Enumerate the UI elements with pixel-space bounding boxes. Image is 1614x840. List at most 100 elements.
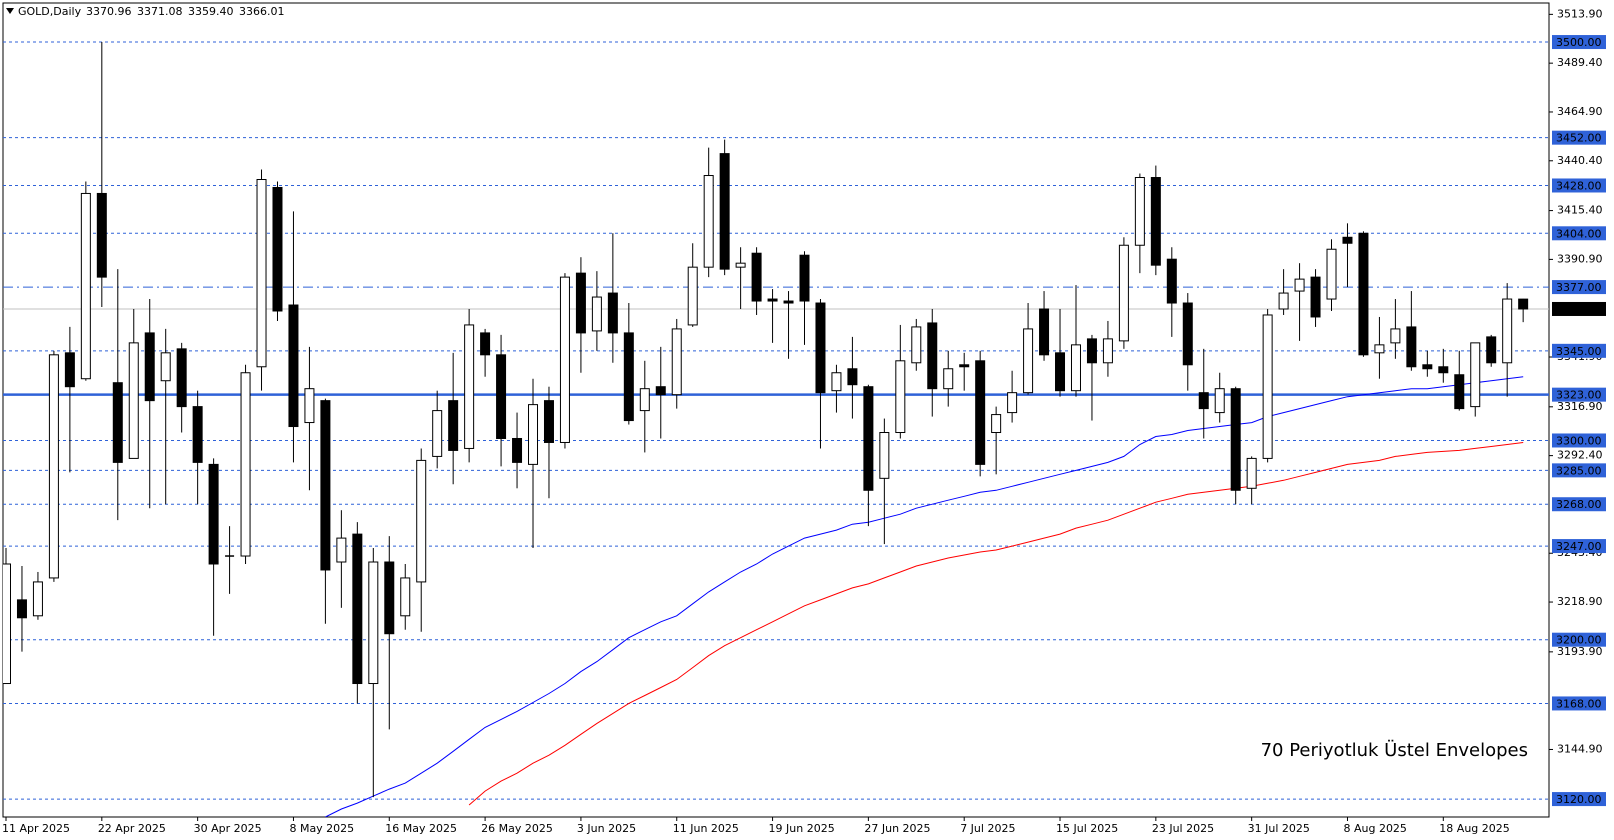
candle-body (1166, 258, 1177, 304)
x-tick-label: 16 May 2025 (385, 822, 457, 835)
candle-body (1150, 177, 1161, 266)
level-label: 3300.00 (1556, 434, 1602, 447)
candle-body (1039, 308, 1050, 356)
candle-body (1262, 314, 1273, 459)
candle-body (144, 332, 155, 402)
candle-body (160, 352, 171, 382)
candle-body (1374, 344, 1385, 354)
candle-body (1502, 298, 1513, 364)
x-tick-label: 8 Aug 2025 (1343, 822, 1406, 835)
candle-body (1118, 244, 1129, 342)
candle-body (320, 400, 331, 571)
candle-body (16, 599, 27, 619)
level-label-box (1552, 792, 1606, 807)
candle-body (815, 302, 826, 394)
candle-body (783, 300, 794, 304)
candle-body (847, 368, 858, 386)
candle-body (1230, 388, 1241, 491)
candle-body (1055, 352, 1066, 392)
candle-body (352, 533, 363, 685)
candle-body (1102, 338, 1113, 364)
level-label: 3452.00 (1556, 132, 1602, 145)
x-tick-label: 3 Jun 2025 (577, 822, 636, 835)
x-tick-label: 11 Apr 2025 (2, 822, 70, 835)
candle-body (528, 404, 539, 465)
candle-body (176, 348, 187, 408)
level-label-box (1552, 433, 1606, 448)
x-tick-label: 30 Apr 2025 (194, 822, 262, 835)
candle-body (671, 328, 682, 396)
candle-body (911, 326, 922, 364)
candle-body (1310, 276, 1321, 318)
candle-body (32, 581, 43, 617)
level-label: 3200.00 (1556, 634, 1602, 647)
level-label: 3120.00 (1556, 793, 1602, 806)
candle-body (464, 324, 475, 449)
candle-body (639, 388, 650, 412)
candle-body (304, 388, 315, 424)
candle-body (1422, 364, 1433, 370)
envelope-line (325, 376, 1524, 817)
candle-body (512, 437, 523, 463)
level-label: 3428.00 (1556, 179, 1602, 192)
candle-body (448, 400, 459, 451)
candle-body (575, 272, 586, 334)
candle-body (3, 563, 11, 685)
level-label-box (1552, 226, 1606, 241)
level-label-box (1552, 387, 1606, 402)
level-label-box (1552, 632, 1606, 647)
y-tick-label: 3440.40 (1557, 154, 1603, 167)
candle-body (1518, 298, 1529, 310)
candle-body (240, 372, 251, 557)
x-tick-label: 31 Jul 2025 (1248, 822, 1310, 835)
y-tick-label: 3390.90 (1557, 252, 1603, 265)
candle-body (496, 354, 507, 439)
candle-body (1486, 336, 1497, 364)
candle-body (1023, 328, 1034, 394)
x-tick-label: 8 May 2025 (289, 822, 354, 835)
y-tick-label: 3316.90 (1557, 400, 1603, 413)
level-label: 3168.00 (1556, 697, 1602, 710)
x-tick-label: 22 Apr 2025 (98, 822, 166, 835)
candle-body (112, 382, 123, 463)
level-label: 3268.00 (1556, 498, 1602, 511)
candle-body (1390, 328, 1401, 344)
candle-body (208, 463, 219, 565)
y-tick-label: 3292.40 (1557, 449, 1603, 462)
x-tick-label: 19 Jun 2025 (769, 822, 835, 835)
x-tick-label: 26 May 2025 (481, 822, 553, 835)
candle-body (991, 414, 1002, 434)
candle-body (288, 304, 299, 428)
candle-body (895, 360, 906, 434)
header-symbol: GOLD,Daily (18, 5, 82, 18)
candle-body (192, 406, 203, 463)
header-low: 3359.40 (188, 5, 234, 18)
level-label-box (1552, 280, 1606, 295)
level-label: 3323.00 (1556, 389, 1602, 402)
candle-body (863, 386, 874, 491)
x-tick-label: 11 Jun 2025 (673, 822, 739, 835)
candle-body (1246, 457, 1257, 489)
candle-body (1198, 392, 1209, 410)
candle-body (272, 186, 283, 312)
candle-body (559, 276, 570, 443)
level-label: 3285.00 (1556, 464, 1602, 477)
candle-body (591, 296, 602, 332)
candle-body (64, 352, 75, 388)
candle-body (96, 192, 107, 278)
y-tick-label: 3415.40 (1557, 204, 1603, 217)
envelope-line (468, 442, 1524, 806)
candle-body (831, 372, 842, 392)
candle-body (1182, 302, 1193, 366)
candle-body (368, 561, 379, 685)
candle-body (623, 332, 634, 422)
candle-body (703, 175, 714, 268)
level-label: 3345.00 (1556, 345, 1602, 358)
candle-body (959, 364, 970, 368)
level-label-box (1552, 539, 1606, 554)
x-tick-label: 23 Jul 2025 (1152, 822, 1214, 835)
candle-body (48, 354, 59, 579)
candle-body (943, 368, 954, 390)
candle-body (128, 342, 139, 459)
candle-body (1326, 248, 1337, 300)
